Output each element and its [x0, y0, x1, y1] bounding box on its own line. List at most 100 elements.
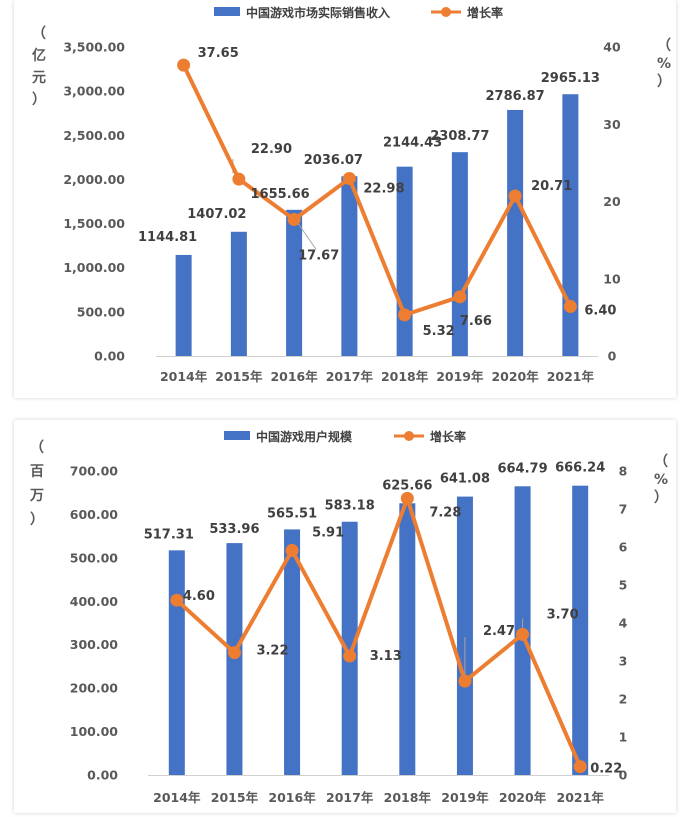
line-data-label: 7.28	[429, 505, 461, 520]
growth-rate-point	[516, 627, 530, 641]
y-tick-label: 2,000.00	[63, 172, 125, 187]
y2-tick-label: 1	[619, 730, 628, 745]
bar	[286, 209, 303, 356]
line-data-label: 20.71	[531, 179, 572, 194]
x-tick-label: 2018年	[381, 369, 429, 384]
y2-axis-label: %	[657, 56, 671, 72]
line-data-label: 7.66	[460, 314, 492, 329]
legend-line-marker	[404, 431, 414, 441]
x-tick-label: 2015年	[211, 790, 259, 805]
bar	[284, 529, 301, 775]
bar	[399, 503, 416, 775]
bar	[451, 152, 468, 356]
bar	[175, 254, 192, 356]
bar	[507, 109, 524, 356]
y2-axis-label: ）	[657, 74, 671, 90]
growth-rate-point	[398, 308, 412, 322]
bar-data-label: 583.18	[325, 499, 375, 514]
growth-rate-point	[170, 593, 184, 607]
line-data-label: 2.47	[483, 624, 515, 639]
bar-data-label: 1144.81	[138, 230, 197, 245]
growth-rate-point	[573, 760, 587, 774]
y2-tick-label: 7	[619, 502, 628, 517]
y-axis-label: （	[30, 440, 44, 456]
x-tick-label: 2019年	[441, 790, 489, 805]
bar	[230, 231, 247, 356]
bar-data-label: 2144.43	[383, 136, 442, 151]
bar	[341, 176, 358, 356]
x-tick-label: 2018年	[384, 790, 432, 805]
growth-rate-point	[508, 189, 522, 203]
y-axis-label: （	[32, 26, 46, 42]
y2-tick-label: 20	[603, 194, 621, 209]
users-chart-panel: 0.00 100.00 200.00 300.00 400.00 500.00 600.00…	[14, 420, 676, 813]
bar	[572, 485, 589, 775]
y2-tick-label: 40	[603, 40, 621, 55]
bar-data-label: 1407.02	[187, 207, 246, 222]
y-axis-label: 亿	[32, 47, 46, 64]
legend-bar-swatch	[214, 7, 240, 16]
y-tick-label: 1,000.00	[63, 260, 125, 275]
y2-axis-label: （	[657, 38, 671, 54]
x-tick-label: 2021年	[547, 369, 595, 384]
bar-data-label: 2786.87	[486, 89, 545, 104]
x-tick-label: 2021年	[557, 790, 605, 805]
growth-rate-point	[342, 171, 356, 185]
y2-tick-label: 2	[619, 692, 628, 707]
x-tick-label: 2015年	[215, 369, 263, 384]
line-data-label: 6.40	[584, 304, 616, 319]
bar-data-label: 625.66	[382, 478, 432, 493]
line-data-label: 4.60	[183, 589, 215, 604]
bar	[341, 521, 358, 775]
bar-data-label: 664.79	[497, 461, 547, 476]
growth-rate-point	[343, 649, 357, 663]
line-data-label: 22.98	[363, 181, 404, 196]
growth-rate-line	[174, 496, 583, 769]
y-axis-label: 万	[29, 488, 44, 504]
y2-tick-label: 0	[619, 768, 628, 783]
bar	[168, 550, 185, 775]
y2-tick-label: 8	[619, 464, 628, 479]
line-data-label: 37.65	[198, 46, 239, 61]
x-tick-label: 2014年	[153, 790, 201, 805]
y-axis-label: 百	[30, 464, 44, 480]
growth-rate-point	[232, 172, 246, 186]
legend-line-marker	[441, 7, 451, 17]
y-tick-label: 0.00	[87, 768, 118, 783]
legend-bar-label: 中国游戏用户规模	[256, 429, 353, 444]
bar-data-label: 2965.13	[541, 71, 600, 86]
revenue-chart: 0.00 500.00 1,000.00 1,500.00 2,000.00 2,500.…	[32, 5, 671, 384]
y2-tick-label: 10	[603, 271, 621, 286]
y-tick-label: 3,500.00	[63, 40, 125, 55]
line-data-label: 5.32	[423, 324, 455, 339]
y-tick-label: 1,500.00	[63, 216, 125, 231]
x-tick-label: 2020年	[499, 790, 547, 805]
growth-rate-point	[453, 290, 467, 304]
y2-tick-label: 3	[619, 654, 628, 669]
y-tick-label: 500.00	[70, 550, 119, 565]
y-axis-label: ）	[32, 92, 46, 108]
x-tick-label: 2016年	[268, 790, 316, 805]
bar-data-label: 666.24	[555, 461, 605, 476]
x-tick-label: 2020年	[491, 369, 539, 384]
line-data-label: 3.70	[547, 607, 579, 622]
bar-data-label: 1655.66	[251, 187, 310, 202]
y2-axis-label: （	[654, 454, 668, 470]
growth-rate-line	[181, 63, 573, 317]
line-data-label: 17.67	[298, 248, 339, 263]
bar-data-label: 641.08	[440, 472, 490, 487]
x-tick-label: 2017年	[326, 790, 374, 805]
bar-data-label: 517.31	[144, 527, 194, 542]
growth-rate-point	[400, 491, 414, 505]
bar-data-label: 565.51	[267, 506, 317, 521]
y2-axis-label: ）	[654, 490, 668, 506]
x-tick-label: 2019年	[436, 369, 484, 384]
legend-bar-label: 中国游戏市场实际销售收入	[246, 5, 390, 20]
users-chart: 0.00 100.00 200.00 300.00 400.00 500.00 600.00…	[29, 429, 668, 805]
y-tick-label: 300.00	[70, 637, 119, 652]
y-tick-label: 100.00	[70, 724, 119, 739]
growth-rate-point	[177, 58, 191, 72]
legend-bar-swatch	[224, 431, 250, 440]
line-data-label: 3.13	[370, 649, 402, 664]
y2-tick-label: 0	[608, 349, 617, 364]
